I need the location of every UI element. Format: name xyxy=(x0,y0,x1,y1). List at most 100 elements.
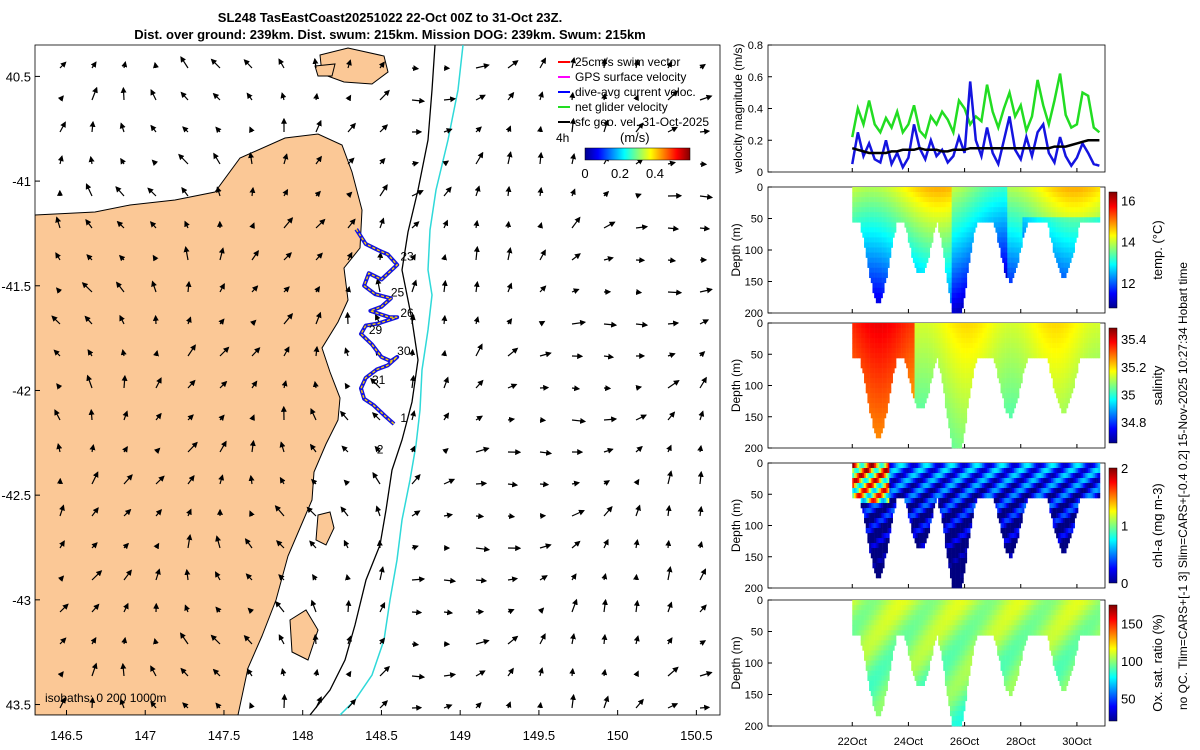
heatmap-cell xyxy=(1002,388,1005,394)
heatmap-cell xyxy=(1062,202,1065,208)
heatmap-cell xyxy=(955,388,958,394)
heatmap-cell xyxy=(1002,373,1005,379)
geo-velocity-arrow xyxy=(218,414,225,422)
heatmap-cell xyxy=(916,212,919,218)
heatmap-cell xyxy=(912,463,915,469)
geo-velocity-arrow xyxy=(538,91,544,101)
heatmap-cell xyxy=(1083,328,1086,334)
heatmap-cell xyxy=(1019,187,1022,193)
heatmap-cell xyxy=(1094,343,1097,349)
geo-velocity-arrow xyxy=(179,632,189,645)
heatmap-cell xyxy=(906,328,909,334)
heatmap-cell xyxy=(956,418,959,424)
heatmap-cell xyxy=(1040,202,1043,208)
heatmap-cell xyxy=(946,257,949,263)
heatmap-cell xyxy=(1012,333,1015,339)
heatmap-cell xyxy=(938,207,941,213)
heatmap-cell xyxy=(917,368,920,374)
heatmap-cell xyxy=(943,212,946,218)
heatmap-cell xyxy=(1010,232,1013,238)
heatmap-cell xyxy=(929,503,932,509)
heatmap-cell xyxy=(870,267,873,273)
heatmap-cell xyxy=(1027,197,1030,203)
heatmap-cell xyxy=(928,368,931,374)
heatmap-cell xyxy=(1007,373,1010,379)
heatmap-cell xyxy=(869,518,872,524)
heatmap-cell xyxy=(939,202,942,208)
heatmap-cell xyxy=(1061,328,1064,334)
geo-velocity-arrow xyxy=(218,318,225,325)
heatmap-cell xyxy=(865,473,868,479)
heatmap-cell xyxy=(970,333,973,339)
heatmap-cell xyxy=(884,383,887,389)
heatmap-cell xyxy=(872,508,875,514)
heatmap-cell xyxy=(1061,262,1064,268)
heatmap-cell xyxy=(1072,358,1075,364)
heatmap-cell xyxy=(929,207,932,213)
heatmap-cell xyxy=(874,533,877,539)
heatmap-cell xyxy=(880,272,883,279)
heatmap-cell xyxy=(1046,212,1048,218)
heatmap-cell xyxy=(904,488,907,494)
heatmap-cell xyxy=(874,232,877,238)
heatmap-cell xyxy=(870,212,873,218)
map-xtick-label: 148.5 xyxy=(365,728,398,743)
geo-velocity-arrow xyxy=(249,414,255,421)
heatmap-cell xyxy=(892,363,895,369)
heatmap-cell xyxy=(987,207,990,213)
heatmap-cell xyxy=(946,227,949,233)
heatmap-cell xyxy=(926,533,929,539)
heatmap-cell xyxy=(929,338,932,344)
heatmap-cell xyxy=(899,202,902,208)
heatmap-cell xyxy=(912,343,915,349)
heatmap-cell xyxy=(1046,217,1048,223)
heatmap-cell xyxy=(965,202,968,208)
heatmap-cell xyxy=(951,333,954,339)
heatmap-cell xyxy=(1069,363,1072,369)
velocity-ytick-label: 0 xyxy=(757,167,763,179)
heatmap-cell xyxy=(891,222,893,228)
heatmap-cell xyxy=(933,202,936,208)
heatmap-cell xyxy=(917,498,920,504)
heatmap-cell xyxy=(862,187,865,193)
heatmap-cell xyxy=(956,287,959,294)
heatmap-cell xyxy=(882,247,885,253)
heatmap-cell xyxy=(1054,338,1057,344)
geo-velocity-arrow xyxy=(182,702,189,709)
heatmap-cell xyxy=(1003,247,1006,253)
heatmap-cell xyxy=(902,463,905,469)
heatmap-cell xyxy=(958,358,961,364)
heatmap-cell xyxy=(916,468,919,474)
heatmap-cell xyxy=(1059,197,1062,203)
heatmap-cell xyxy=(865,463,868,469)
heatmap-cell xyxy=(926,237,929,243)
heatmap-cell xyxy=(1020,197,1023,203)
heatmap-cell xyxy=(966,393,969,399)
heatmap-cell xyxy=(875,277,878,284)
heatmap-cell xyxy=(965,373,968,379)
heatmap-cell xyxy=(953,307,956,314)
heatmap-cell xyxy=(911,197,914,203)
geo-velocity-arrow xyxy=(278,58,285,69)
geo-velocity-arrow xyxy=(443,96,457,103)
heatmap-cell xyxy=(901,192,904,198)
heatmap-cell xyxy=(1052,323,1055,329)
heatmap-cell xyxy=(858,202,861,208)
heatmap-cell xyxy=(916,513,919,519)
heatmap-cell xyxy=(887,398,890,404)
heatmap-cell xyxy=(858,217,861,223)
heatmap-cell xyxy=(928,493,931,499)
heatmap-cell xyxy=(1083,217,1086,223)
heatmap-cell xyxy=(887,368,890,374)
heatmap-cell xyxy=(993,358,996,364)
heatmap-cell xyxy=(889,348,892,354)
heatmap-cell xyxy=(864,242,867,248)
colorbar-title: (m/s) xyxy=(620,130,650,145)
heatmap-cell xyxy=(1020,202,1023,208)
heatmap-cell xyxy=(877,483,880,489)
geo-velocity-arrow xyxy=(667,703,679,709)
heatmap-cell xyxy=(879,548,882,554)
heatmap-cell xyxy=(1059,187,1062,193)
heatmap-cell xyxy=(963,393,966,399)
heatmap-cell xyxy=(965,262,968,268)
